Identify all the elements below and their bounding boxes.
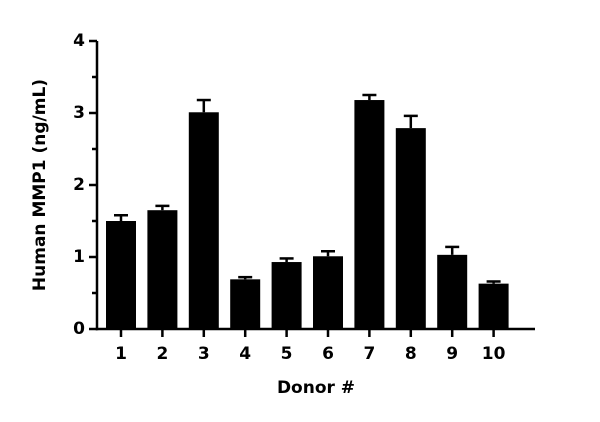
x-tick-label: 8 [405,344,417,364]
bar [147,210,178,329]
y-axis-label: Human MMP1 (ng/mL) [30,79,50,291]
x-tick-label: 1 [115,344,127,364]
bar [478,283,509,329]
x-tick-label: 7 [363,344,375,364]
bar [230,279,261,329]
bar [313,256,343,329]
x-tick-label: 6 [322,344,334,364]
x-tick-label: 9 [446,344,458,364]
bar [106,221,136,329]
x-tick-label: 10 [482,344,506,364]
x-axis-label: Donor # [277,378,355,398]
y-tick-label: 3 [73,103,85,123]
bar [437,254,468,329]
bar [395,128,426,329]
y-tick-label: 2 [73,175,85,195]
y-tick-label: 0 [73,319,85,339]
bar [354,100,385,329]
x-tick-label: 2 [156,344,168,364]
x-tick-label: 3 [198,344,210,364]
bar [188,112,219,329]
bar [271,262,302,329]
x-tick-label: 4 [239,344,251,364]
y-tick-label: 4 [73,31,85,51]
x-tick-label: 5 [281,344,293,364]
y-tick-label: 1 [73,247,85,267]
